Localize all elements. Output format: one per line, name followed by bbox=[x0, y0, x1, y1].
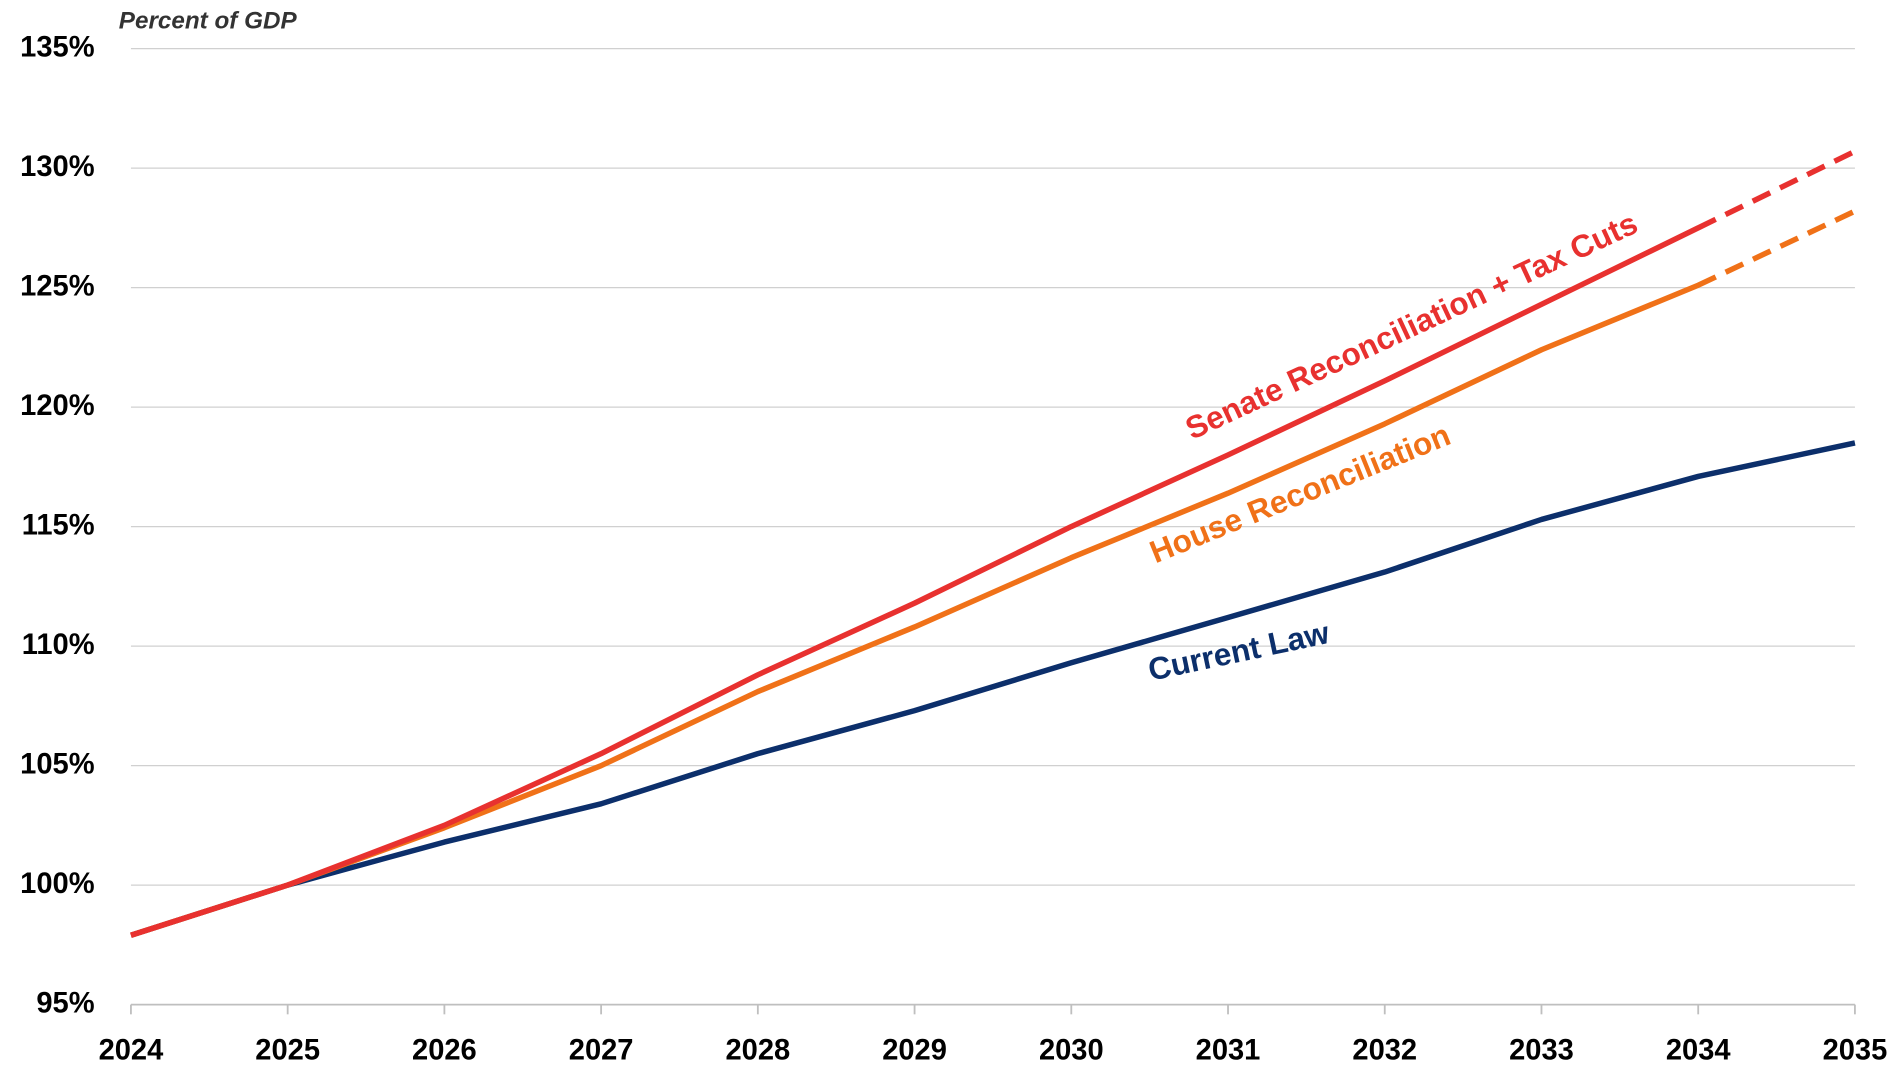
x-tick-label: 2030 bbox=[1039, 1035, 1104, 1067]
x-tick-label: 2027 bbox=[569, 1035, 634, 1067]
y-tick-label: 115% bbox=[22, 509, 95, 541]
axis-label: Percent of GDP bbox=[119, 7, 298, 34]
line bbox=[130, 440, 1856, 938]
y-tick-label: 110% bbox=[22, 629, 95, 661]
x-tick-label: 2026 bbox=[412, 1035, 477, 1067]
y-tick-label: 105% bbox=[20, 748, 94, 780]
line bbox=[130, 148, 1857, 938]
x-tick-label: 2032 bbox=[1352, 1035, 1417, 1067]
y-tick-label: 130% bbox=[20, 151, 94, 183]
x-tick-label: 2029 bbox=[882, 1035, 947, 1067]
x-tick-label: 2025 bbox=[255, 1035, 320, 1067]
x-tick-label: 2028 bbox=[725, 1035, 790, 1067]
y-tick-label: 125% bbox=[20, 270, 94, 302]
x-tick-label: 2033 bbox=[1509, 1035, 1574, 1067]
x-tick-label: 2024 bbox=[99, 1035, 165, 1067]
x-tick-label: 2035 bbox=[1823, 1035, 1888, 1067]
line bbox=[130, 208, 1857, 938]
y-tick-label: 120% bbox=[20, 390, 94, 422]
series-label: Current Law bbox=[1145, 614, 1333, 688]
y-tick-label: 100% bbox=[20, 868, 94, 900]
x-tick-label: 2034 bbox=[1666, 1035, 1732, 1067]
y-tick-label: 135% bbox=[20, 31, 94, 63]
y-tick-label: 95% bbox=[36, 987, 94, 1019]
x-tick-label: 2031 bbox=[1196, 1035, 1261, 1067]
